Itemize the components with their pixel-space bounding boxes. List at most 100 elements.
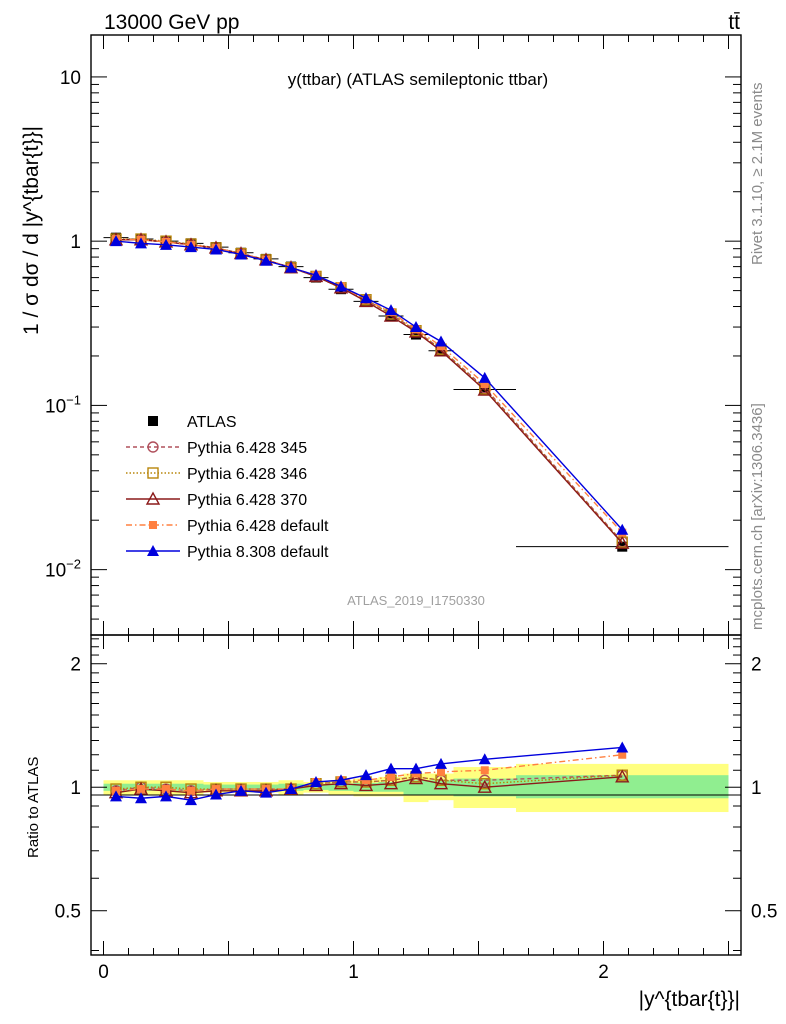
ratio-point-pythia-8-308-default <box>385 762 397 774</box>
main-ylabel: 1 / σ dσ / d |y^{tbar{t}}| <box>20 126 43 335</box>
point-pythia-8-308-default <box>385 304 397 316</box>
point-pythia-8-308-default <box>160 238 172 250</box>
ratio-point-pythia-6-428-370 <box>477 779 492 793</box>
ratio-uncertainty-bands <box>103 763 729 813</box>
header-right: tt̄ <box>728 11 740 34</box>
ratio-line-pythia-6-428-default <box>115 754 623 792</box>
ratio-point-pythia-8-308-default <box>310 775 322 787</box>
series-pythia-8-308-default <box>110 235 629 535</box>
main-series-layer <box>103 232 729 552</box>
point-pythia-8-308-default <box>185 241 197 253</box>
legend: ATLAS Pythia 6.428 345 Pythia 6.428 346 Pyt… <box>126 414 329 561</box>
legend-item-pythia-6-428-370: Pythia 6.428 370 <box>126 491 307 509</box>
point-pythia-8-308-default <box>360 292 372 304</box>
legend-marker <box>145 491 161 505</box>
ratio-frame <box>90 634 742 956</box>
ratio-series-pythia-8-308-default <box>110 741 629 806</box>
point-atlas <box>411 329 421 340</box>
point-pythia-6-428-370 <box>477 382 492 396</box>
ratio-point-pythia-8-308-default <box>110 790 122 802</box>
x-axis-label: |y^{tbar{t}}| <box>639 988 740 1011</box>
point-pythia-8-308-default <box>435 335 447 347</box>
ratio-point-pythia-6-428-default <box>387 772 395 781</box>
ratio-point-pythia-8-308-default <box>360 769 372 781</box>
legend-item-pythia-8-308-default: Pythia 8.308 default <box>126 544 329 561</box>
x-tick-label: 2 <box>598 962 609 983</box>
legend-label: ATLAS <box>187 414 237 431</box>
rivet-label: Rivet 3.1.10, ≥ 2.1M events <box>749 83 766 266</box>
ratio-line-pythia-8-308-default <box>115 746 623 801</box>
chart-title: y(ttbar) (ATLAS semileptonic ttbar) <box>288 70 548 89</box>
ratio-y-tick-label-right: 2 <box>751 655 762 676</box>
main-y-tick-label: 10−1 <box>45 392 81 417</box>
series-line-pythia-6-428-default <box>115 238 623 534</box>
ratio-band-inner <box>378 781 404 792</box>
ratio-point-pythia-6-428-370 <box>383 776 399 790</box>
ratio-point-pythia-6-428-default <box>187 786 195 795</box>
legend-label: Pythia 6.428 default <box>187 518 329 535</box>
ratio-y-tick-label-right: 1 <box>751 778 762 799</box>
point-pythia-8-308-default <box>335 280 347 292</box>
analysis-label: ATLAS_2019_I1750330 <box>347 593 485 608</box>
legend-label: Pythia 6.428 346 <box>187 466 307 483</box>
legend-marker <box>147 467 159 479</box>
legend-label: Pythia 8.308 default <box>187 544 329 561</box>
ratio-point-pythia-8-308-default <box>210 788 222 800</box>
ratio-point-pythia-6-428-default <box>480 766 489 775</box>
point-pythia-6-428-370 <box>433 343 449 357</box>
ratio-line-pythia-6-428-370 <box>115 776 623 794</box>
ratio-point-pythia-8-308-default <box>616 741 629 753</box>
legend-marker <box>147 545 159 556</box>
point-pythia-6-428-default <box>480 379 489 388</box>
ratio-point-pythia-6-428-370 <box>358 777 374 792</box>
main-axis-ticks: 10 1 10−1 10−2 <box>45 35 741 636</box>
ratio-point-pythia-8-308-default <box>160 790 172 802</box>
ratio-point-pythia-8-308-default <box>335 774 347 786</box>
ratio-point-pythia-6-428-370 <box>615 769 630 783</box>
ratio-y-tick-label-left: 0.5 <box>55 902 81 923</box>
ratio-point-pythia-8-308-default <box>410 762 422 774</box>
main-y-tick-label: 10−2 <box>45 557 81 582</box>
legend-marker <box>148 416 158 426</box>
ratio-series-layer <box>108 741 630 806</box>
ratio-point-pythia-8-308-default <box>185 794 197 806</box>
ratio-ylabel: Ratio to ATLAS <box>25 757 42 858</box>
point-pythia-8-308-default <box>135 237 147 249</box>
series-line-pythia-8-308-default <box>115 240 623 531</box>
main-y-tick-label: 1 <box>70 232 81 253</box>
legend-item-pythia-6-428-346: Pythia 6.428 346 <box>126 466 307 483</box>
ratio-point-pythia-6-428-default <box>618 750 627 759</box>
ratio-y-tick-label-right: 0.5 <box>751 902 777 923</box>
point-pythia-8-308-default <box>260 254 272 266</box>
point-pythia-8-308-default <box>285 261 297 273</box>
main-y-tick-label: 10 <box>60 68 81 89</box>
ratio-y-tick-label-left: 2 <box>70 655 81 676</box>
ratio-point-pythia-6-428-default <box>437 767 445 776</box>
legend-label: Pythia 6.428 370 <box>187 492 307 509</box>
x-tick-label: 1 <box>348 962 359 983</box>
ratio-point-pythia-6-428-346 <box>479 778 491 790</box>
point-pythia-6-428-370 <box>615 535 630 549</box>
header-left: 13000 GeV pp <box>104 11 239 34</box>
ratio-point-pythia-8-308-default <box>285 783 297 795</box>
legend-label: Pythia 6.428 345 <box>187 440 307 457</box>
point-pythia-8-308-default <box>210 243 222 255</box>
point-pythia-8-308-default <box>235 248 247 260</box>
ratio-point-pythia-8-308-default <box>435 757 447 769</box>
ratio-band-inner <box>303 784 329 790</box>
ratio-point-pythia-8-308-default <box>478 753 491 765</box>
legend-marker <box>149 521 157 529</box>
ratio-point-pythia-6-428-370 <box>408 771 424 785</box>
mcplots-label: mcplots.cern.ch [arXiv:1306.3436] <box>749 403 766 630</box>
point-pythia-8-308-default <box>410 321 422 333</box>
legend-item-atlas: ATLAS <box>148 414 237 431</box>
ratio-point-pythia-6-428-default <box>362 776 370 785</box>
x-tick-label: 0 <box>98 962 109 983</box>
ratio-axis-ticks: 2 2 1 1 0.5 0.5 0 1 2 <box>55 635 777 983</box>
point-pythia-8-308-default <box>110 235 122 247</box>
ratio-point-pythia-8-308-default <box>135 792 147 804</box>
point-pythia-8-308-default <box>616 523 629 535</box>
legend-item-pythia-6-428-345: Pythia 6.428 345 <box>126 440 307 457</box>
ratio-point-pythia-8-308-default <box>260 786 272 798</box>
